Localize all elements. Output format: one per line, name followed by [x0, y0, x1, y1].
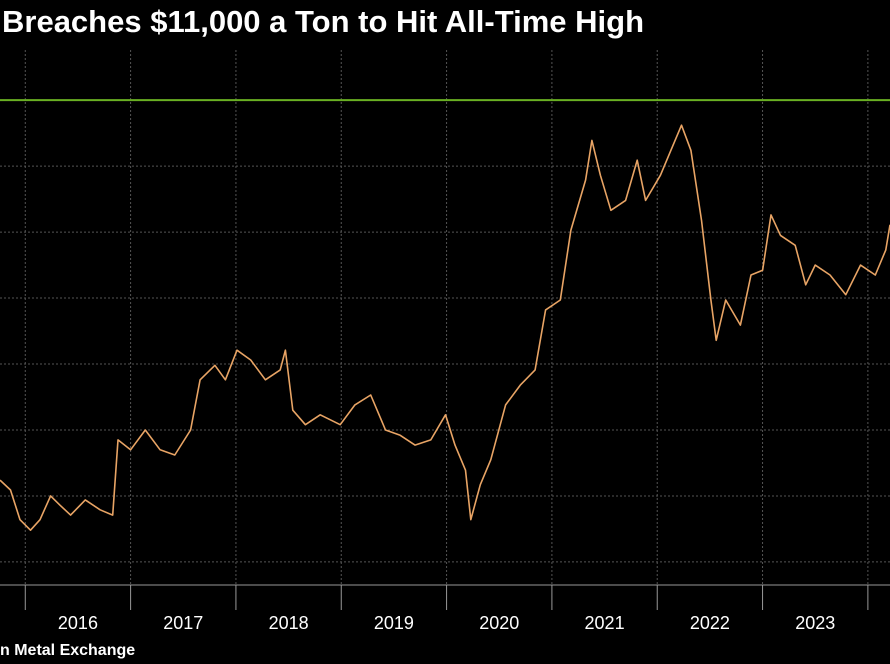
x-tick-label: 2017 — [163, 613, 203, 633]
x-tick-label: 2021 — [585, 613, 625, 633]
x-tick-label: 2016 — [58, 613, 98, 633]
x-tick-label: 2023 — [795, 613, 835, 633]
x-tick-label: 2019 — [374, 613, 414, 633]
chart-title: Breaches $11,000 a Ton to Hit All-Time H… — [2, 4, 644, 39]
x-tick-label: 2022 — [690, 613, 730, 633]
x-tick-label: 2020 — [479, 613, 519, 633]
source: n Metal Exchange — [0, 642, 135, 659]
x-tick-label: 2018 — [269, 613, 309, 633]
price-line — [0, 124, 890, 532]
